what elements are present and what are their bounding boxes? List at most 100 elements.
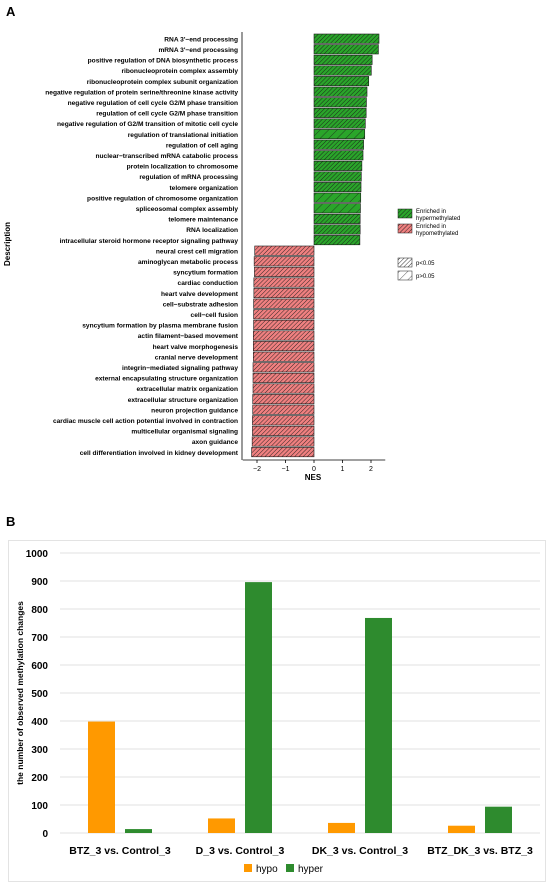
bar-hypo: [328, 822, 355, 833]
legend-sig-swatch: [397, 257, 413, 268]
b-category-label: DK_3 vs. Control_3: [312, 845, 408, 857]
term-label: external encapsulating structure organiz…: [95, 376, 238, 383]
term-label: extracellular matrix organization: [136, 386, 238, 393]
term-label: integrin−mediated signaling pathway: [122, 365, 238, 372]
b-category-label: BTZ_3 vs. Control_3: [69, 845, 171, 857]
legend-sig-swatch: [397, 270, 413, 281]
bar-hyper: [485, 806, 512, 833]
term-label: negative regulation of protein serine/th…: [45, 89, 238, 96]
nes-bar-hatch: [253, 319, 315, 330]
b-y-tick-label: 300: [31, 745, 48, 756]
nes-bar-hatch: [313, 235, 361, 246]
nes-bar-hatch: [252, 362, 315, 373]
legend-label-line2: hypomethylated: [416, 231, 458, 237]
nes-bar-hatch: [254, 266, 315, 277]
term-label: neuron projection guidance: [151, 407, 238, 414]
b-ylabel: the number of observed methylation chang…: [15, 601, 25, 785]
term-label: heart valve morphogenesis: [153, 344, 239, 351]
b-y-tick-label: 100: [31, 801, 48, 812]
chart-b-frame: [8, 540, 546, 882]
term-label: cranial nerve development: [155, 354, 239, 361]
bar-hypo: [88, 721, 115, 833]
a-ylabel: Description: [3, 222, 12, 266]
b-y-tick-label: 700: [31, 633, 48, 644]
legend-label-line1: Enriched in: [416, 209, 446, 215]
nes-bar-hatch: [252, 341, 315, 352]
a-x-tick-label: −1: [282, 466, 290, 473]
term-label: regulation of cell aging: [166, 142, 238, 149]
bar-hypo: [448, 825, 475, 833]
term-label: negative regulation of G2/M transition o…: [57, 121, 238, 128]
nes-bar-hatch: [313, 97, 367, 108]
nes-bar-hatch: [253, 277, 315, 288]
b-y-tick-label: 400: [31, 717, 48, 728]
legend-swatch-hyper: [286, 864, 294, 872]
nes-bar-hatch: [313, 213, 361, 224]
legend-label-line1: Enriched in: [416, 224, 446, 230]
nes-bar-hatch: [253, 256, 315, 267]
a-xlabel: NES: [305, 473, 322, 482]
nes-bar-hatch: [252, 330, 315, 341]
methylation-changes-chart: 0 100 200 300 400 500 600 700 800 900 1000 BTZ_3 vs…: [15, 549, 540, 875]
nes-bar-hatch: [313, 44, 379, 55]
a-x-tick-label: 0: [312, 466, 316, 473]
b-y-tick-label: 600: [31, 661, 48, 672]
term-label: heart valve development: [161, 291, 239, 298]
legend-label-hypo: hypo: [256, 864, 278, 875]
bar-hyper: [125, 829, 152, 833]
nes-bar-hatch: [252, 383, 315, 394]
bar-hyper: [365, 617, 392, 833]
term-label: syncytium formation: [173, 270, 238, 277]
nes-bar-hatch: [252, 404, 315, 415]
term-label: positive regulation of DNA biosynthetic …: [88, 58, 239, 65]
legend-sig-label: p<0.05: [416, 261, 435, 267]
bar-hypo: [208, 818, 235, 833]
nes-bar-hatch: [313, 86, 368, 97]
term-label: telomere maintenance: [168, 217, 238, 224]
term-label: multicellular organismal signaling: [131, 429, 238, 436]
nes-bar-hatch: [313, 150, 364, 161]
term-label: aminoglycan metabolic process: [138, 259, 238, 266]
b-y-tick-label: 800: [31, 605, 48, 616]
legend-label-hyper: hyper: [298, 864, 324, 875]
nes-bar-hatch: [313, 76, 370, 87]
nes-bar-hatch: [313, 160, 363, 171]
term-label: neural crest cell migration: [156, 248, 238, 255]
b-y-tick-label: 1000: [26, 549, 49, 560]
enrichment-chart: RNA 3'−end processing mRNA 3'−end process…: [3, 32, 460, 482]
term-label: protein localization to chromosome: [127, 164, 239, 171]
term-label: extracellular structure organization: [128, 397, 238, 404]
nes-bar-hatch: [313, 139, 364, 150]
a-x-tick-label: 2: [369, 466, 373, 473]
term-label: cell−substrate adhesion: [163, 301, 238, 308]
term-label: regulation of mRNA processing: [139, 174, 238, 181]
term-label: actin filament−based movement: [138, 333, 239, 340]
nes-bar-hatch: [313, 54, 373, 65]
panel-a-label: A: [6, 4, 16, 19]
nes-bar-hatch: [313, 182, 362, 193]
b-y-tick-label: 500: [31, 689, 48, 700]
legend-label-line2: hypermethylated: [416, 216, 460, 222]
nes-bar-hatch: [252, 351, 315, 362]
panel-b-label: B: [6, 514, 16, 529]
nes-bar-hatch: [252, 394, 315, 405]
legend-swatch-hatch: [397, 223, 413, 234]
nes-bar-hatch: [252, 372, 315, 383]
term-label: mRNA 3'−end processing: [158, 47, 238, 54]
b-category-label: D_3 vs. Control_3: [196, 845, 285, 857]
term-label: negative regulation of cell cycle G2/M p…: [68, 100, 238, 107]
term-label: cell differentiation involved in kidney …: [80, 450, 239, 457]
term-label: cardiac muscle cell action potential inv…: [53, 418, 238, 425]
nes-bar-hatch: [313, 203, 361, 214]
term-label: telomere organization: [169, 185, 238, 192]
nes-bar-hatch: [253, 309, 315, 320]
nes-bar-hatch: [313, 224, 361, 235]
nes-bar-hatch: [253, 288, 315, 299]
nes-bar-hatch: [313, 171, 362, 182]
term-label: cell−cell fusion: [191, 312, 238, 319]
nes-bar-hatch: [313, 107, 367, 118]
nes-bar-hatch: [252, 425, 315, 436]
legend-sig-label: p>0.05: [416, 274, 435, 280]
term-label: positive regulation of chromosome organi…: [87, 195, 238, 202]
term-label: RNA 3'−end processing: [164, 36, 238, 43]
